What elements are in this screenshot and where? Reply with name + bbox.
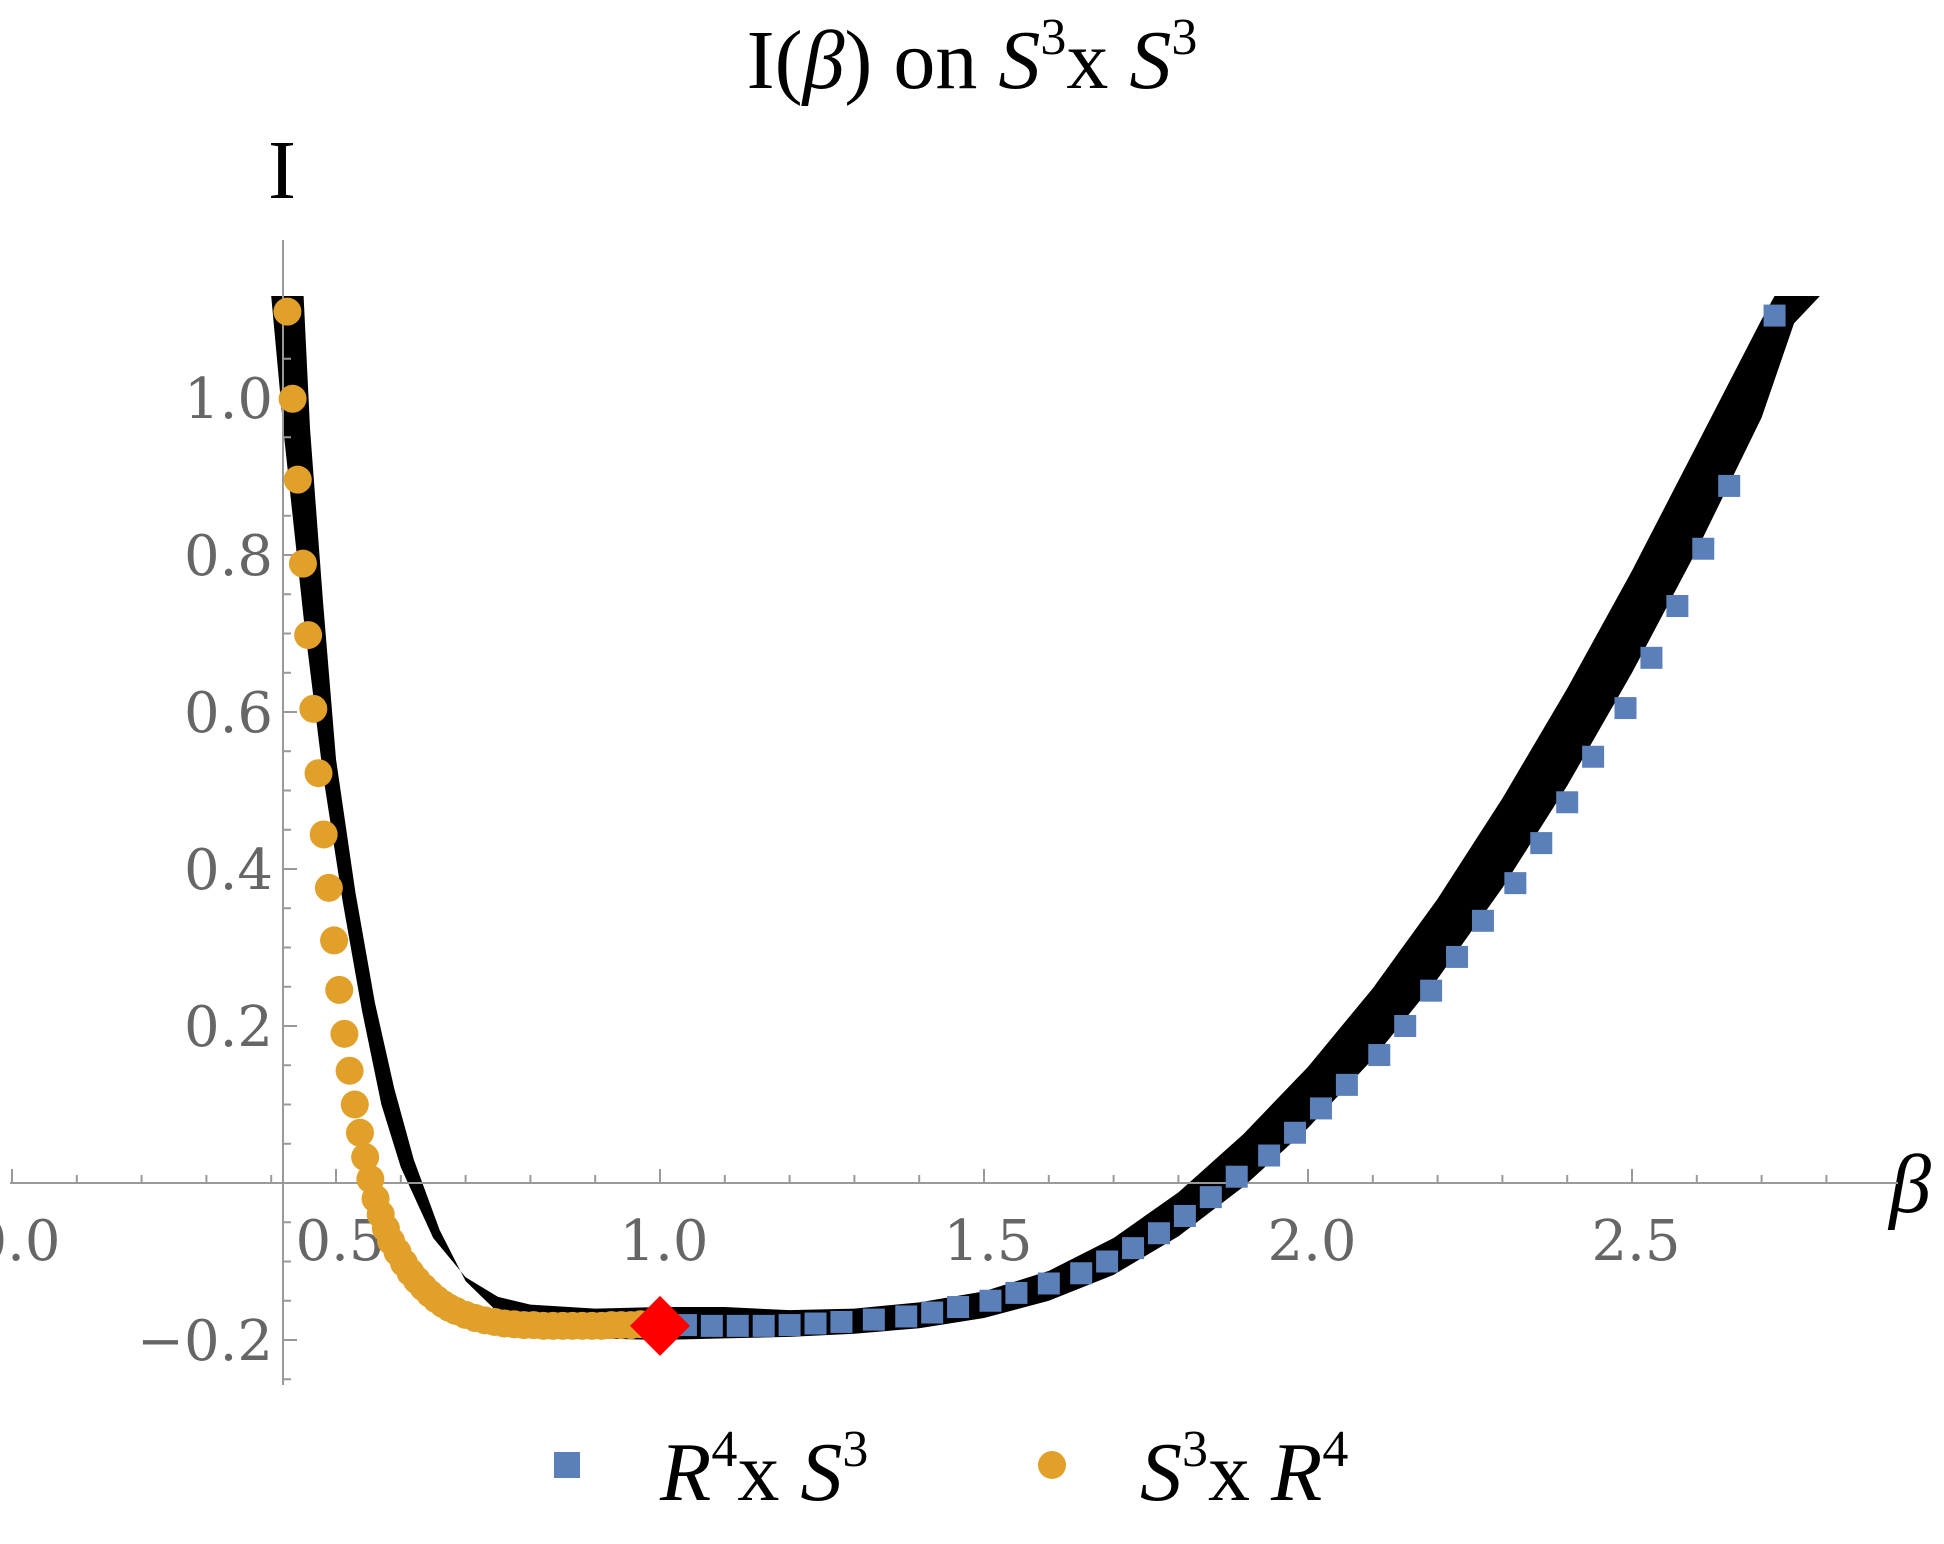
square-point bbox=[1173, 1204, 1196, 1227]
square-point bbox=[862, 1308, 885, 1331]
circle-point bbox=[283, 465, 312, 494]
square-point bbox=[1122, 1237, 1145, 1260]
square-point bbox=[1692, 537, 1715, 560]
square-point bbox=[1640, 646, 1663, 669]
square-point bbox=[1225, 1165, 1248, 1188]
square-point bbox=[1037, 1272, 1060, 1295]
square-point bbox=[1420, 979, 1443, 1002]
square-point bbox=[921, 1301, 944, 1324]
legend-label-series-2: S3x R4 bbox=[1140, 1421, 1348, 1519]
x-tick-label: 1.5 bbox=[943, 1209, 1032, 1274]
square-point bbox=[1368, 1044, 1391, 1067]
title-beta: β bbox=[801, 14, 845, 107]
title-x: x bbox=[1066, 14, 1129, 107]
square-point bbox=[1005, 1281, 1028, 1304]
legend: R4x S3 S3x R4 bbox=[554, 1421, 1348, 1519]
square-point bbox=[830, 1310, 853, 1333]
square-point bbox=[1666, 595, 1689, 618]
circle-point bbox=[320, 926, 349, 955]
square-point bbox=[895, 1305, 918, 1328]
title-s1-exp: 3 bbox=[1040, 9, 1066, 66]
circle-point bbox=[288, 549, 317, 578]
circle-point bbox=[335, 1056, 364, 1085]
x-tick-label: 0.0 bbox=[0, 1209, 61, 1274]
circle-point bbox=[345, 1118, 374, 1147]
title-s2-exp: 3 bbox=[1171, 9, 1197, 66]
square-point bbox=[979, 1289, 1002, 1312]
legend-label-series-1: R4x S3 bbox=[659, 1421, 868, 1519]
y-tick-label: 0.4 bbox=[184, 838, 273, 903]
square-point bbox=[700, 1314, 723, 1337]
legend-circle-marker bbox=[1038, 1451, 1066, 1479]
circle-point bbox=[278, 384, 307, 413]
x-tick-label: 2.0 bbox=[1267, 1209, 1356, 1274]
y-tick-label: −0.2 bbox=[137, 1309, 273, 1374]
y-tick-label: 1.0 bbox=[184, 367, 273, 432]
square-point bbox=[1096, 1250, 1119, 1273]
x-tick-label: 2.5 bbox=[1591, 1209, 1680, 1274]
title-mid: ) on bbox=[844, 14, 998, 107]
square-point bbox=[726, 1314, 749, 1337]
title-s1: S bbox=[998, 14, 1040, 107]
chart-title: I(β) on S3x S3 bbox=[747, 9, 1198, 107]
square-point bbox=[752, 1314, 775, 1337]
circle-point bbox=[304, 759, 333, 788]
square-point bbox=[1309, 1097, 1332, 1120]
band-region bbox=[271, 295, 1820, 1341]
band-layer bbox=[271, 295, 1820, 1341]
square-point bbox=[1471, 909, 1494, 932]
x-tick-label: 1.0 bbox=[619, 1209, 708, 1274]
square-point bbox=[1446, 945, 1469, 968]
square-point bbox=[1258, 1144, 1281, 1167]
square-point bbox=[1335, 1073, 1358, 1096]
legend-square-marker bbox=[554, 1452, 580, 1478]
square-point bbox=[947, 1296, 970, 1319]
x-axis-label: β bbox=[1887, 1138, 1931, 1231]
square-point bbox=[1199, 1186, 1222, 1209]
square-point bbox=[1147, 1222, 1170, 1245]
circle-point bbox=[309, 820, 338, 849]
square-point bbox=[1556, 791, 1579, 814]
square-point bbox=[804, 1312, 827, 1335]
circle-point bbox=[340, 1090, 369, 1119]
square-point bbox=[1614, 697, 1637, 720]
title-s2: S bbox=[1129, 14, 1171, 107]
y-tick-label: 0.8 bbox=[184, 524, 273, 589]
circle-point bbox=[314, 873, 343, 902]
circle-point bbox=[330, 1019, 359, 1048]
circle-point bbox=[273, 297, 302, 326]
square-point bbox=[1530, 832, 1553, 855]
square-point bbox=[1504, 872, 1527, 895]
circle-point bbox=[325, 975, 354, 1004]
axes-layer: 0.00.51.01.52.02.5−0.20.20.40.60.81.0 bbox=[0, 240, 1898, 1385]
points-layer bbox=[273, 297, 1786, 1356]
square-point bbox=[778, 1314, 801, 1337]
square-point bbox=[1070, 1262, 1093, 1285]
square-point bbox=[1718, 474, 1741, 497]
square-point bbox=[1284, 1121, 1307, 1144]
title-prefix: I( bbox=[747, 14, 803, 107]
circle-point bbox=[294, 621, 323, 650]
circle-point bbox=[299, 694, 328, 723]
highlight-diamond bbox=[630, 1295, 690, 1356]
circle-point bbox=[351, 1143, 380, 1172]
y-tick-label: 0.6 bbox=[184, 681, 273, 746]
square-point bbox=[1394, 1015, 1417, 1037]
y-tick-label: 0.2 bbox=[184, 995, 273, 1060]
square-point bbox=[1763, 304, 1786, 327]
square-point bbox=[1582, 745, 1605, 768]
y-axis-label: I bbox=[268, 124, 296, 217]
